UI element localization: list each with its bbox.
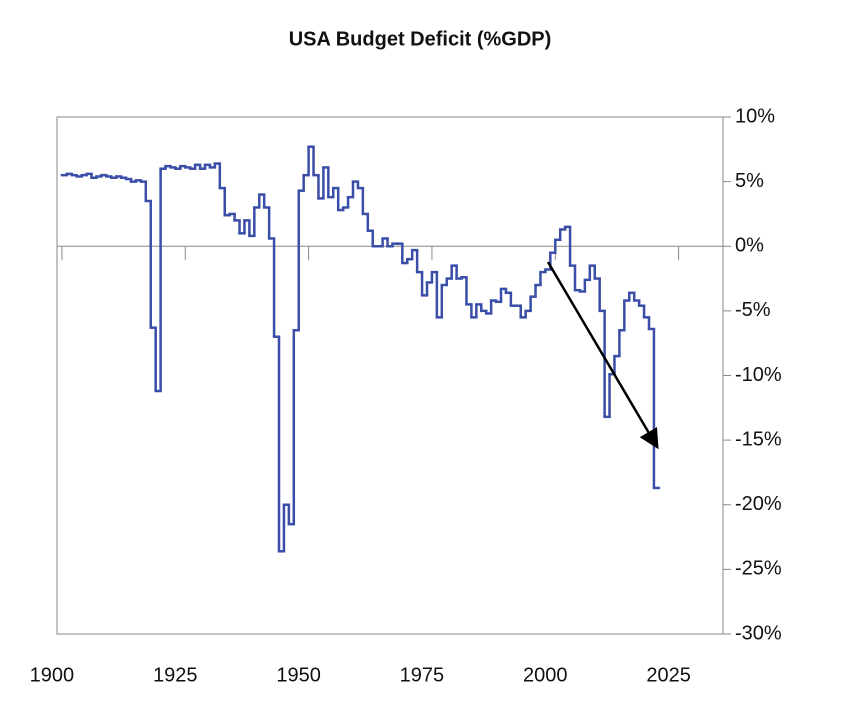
- y-tick-label: -15%: [735, 428, 782, 450]
- y-tick-label: 0%: [735, 235, 764, 257]
- trend-arrow: [546, 261, 659, 450]
- y-tick-label: 5%: [735, 170, 764, 192]
- x-tick-label: 1975: [400, 664, 445, 686]
- x-tick-label: 1900: [30, 664, 75, 686]
- y-tick-label: -30%: [735, 622, 782, 644]
- y-tick-label: -5%: [735, 299, 771, 321]
- x-tick-label: 1925: [153, 664, 198, 686]
- x-tick-label: 2025: [646, 664, 691, 686]
- chart-title: USA Budget Deficit (%GDP): [289, 28, 552, 50]
- y-tick-label: -25%: [735, 558, 782, 580]
- y-tick-label: 10%: [735, 105, 775, 127]
- y-tick-label: -10%: [735, 364, 782, 386]
- y-tick-label: -20%: [735, 493, 782, 515]
- x-tick-label: 1950: [276, 664, 321, 686]
- x-tick-label: 2000: [523, 664, 568, 686]
